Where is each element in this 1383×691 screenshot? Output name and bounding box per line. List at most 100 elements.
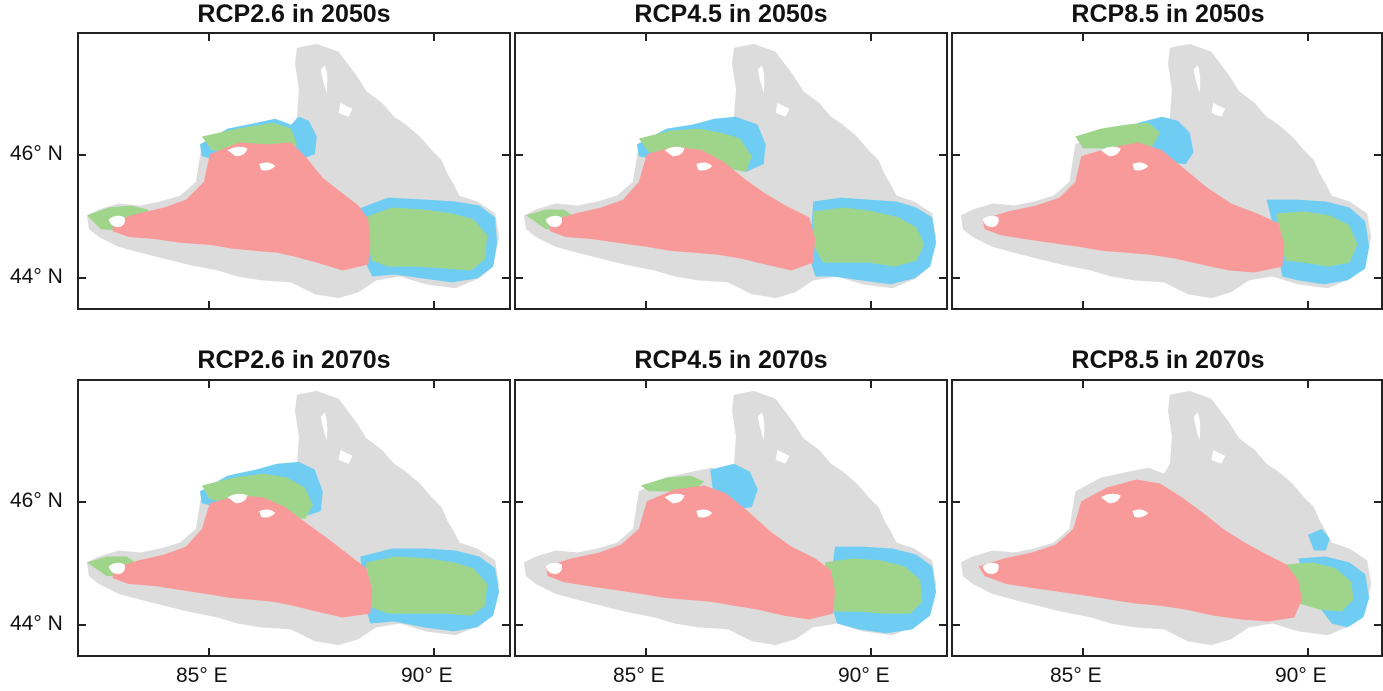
lake-hole: [259, 162, 276, 171]
lake-hole: [320, 65, 328, 94]
x-tick-label-85-col1: 85° E: [176, 664, 228, 687]
map-svg: [523, 390, 937, 646]
y-axis-tick: [939, 501, 946, 503]
x-axis-tick: [433, 301, 435, 308]
lake-hole: [1100, 146, 1121, 157]
lake-hole: [775, 102, 790, 117]
lake-hole: [108, 562, 125, 575]
map-panel-3: [951, 32, 1383, 310]
red-class-area: [112, 142, 371, 271]
lake-hole: [664, 146, 685, 157]
y-axis-tick: [1374, 624, 1381, 626]
lake-hole: [1132, 162, 1149, 171]
red-class-area: [978, 479, 1303, 622]
map-svg: [960, 43, 1372, 299]
y-axis-tick: [502, 624, 509, 626]
x-axis-tick: [645, 301, 647, 308]
lake-hole: [320, 412, 328, 441]
lake-hole: [1211, 449, 1226, 464]
red-class-area: [545, 485, 836, 620]
x-tick-label-85-col3: 85° E: [1050, 664, 1102, 687]
x-axis-tick: [1307, 301, 1309, 308]
x-axis-tick: [870, 381, 872, 388]
y-axis-tick: [953, 624, 960, 626]
lake-hole: [1132, 509, 1149, 518]
green-class-area: [640, 475, 705, 492]
lake-hole: [696, 162, 713, 171]
y-axis-tick: [79, 277, 86, 279]
panel-title-4: RCP2.6 in 2070s: [197, 346, 391, 374]
x-axis-tick: [645, 648, 647, 655]
x-axis-tick: [1307, 648, 1309, 655]
blue-class-area: [1308, 528, 1330, 551]
x-axis-tick: [870, 34, 872, 41]
green-class-area: [813, 207, 925, 267]
lake-hole: [227, 146, 248, 157]
x-axis-tick: [208, 648, 210, 655]
green-class-area: [364, 207, 488, 271]
panel-title-6: RCP8.5 in 2070s: [1071, 346, 1265, 374]
lake-hole: [696, 509, 713, 518]
lake-hole: [757, 412, 765, 441]
panel-title-1: RCP2.6 in 2050s: [197, 0, 391, 28]
lake-hole: [1211, 102, 1226, 117]
y-axis-tick: [502, 277, 509, 279]
y-axis-tick: [953, 154, 960, 156]
x-axis-tick: [208, 34, 210, 41]
green-class-area: [366, 556, 488, 616]
map-panel-2: [514, 32, 948, 310]
y-axis-tick: [516, 501, 523, 503]
x-axis-tick: [1082, 34, 1084, 41]
y-axis-tick: [939, 624, 946, 626]
lake-hole: [982, 215, 999, 228]
x-axis-tick: [1082, 381, 1084, 388]
y-axis-tick: [1374, 277, 1381, 279]
red-class-area: [112, 495, 373, 618]
y-axis-tick: [79, 501, 86, 503]
y-axis-tick: [1374, 501, 1381, 503]
lake-hole: [775, 449, 790, 464]
y-tick-label-44-row2: 44° N: [10, 612, 63, 635]
y-axis-tick: [502, 154, 509, 156]
panel-title-2: RCP4.5 in 2050s: [634, 0, 828, 28]
y-axis-tick: [939, 277, 946, 279]
y-tick-label-46-row1: 46° N: [10, 142, 63, 165]
map-panel-4: [77, 379, 511, 657]
x-axis-tick: [433, 34, 435, 41]
x-axis-tick: [1082, 648, 1084, 655]
y-axis-tick: [516, 624, 523, 626]
lake-hole: [982, 562, 999, 575]
x-tick-label-90-col2: 90° E: [838, 664, 890, 687]
red-class-area: [982, 142, 1285, 273]
map-panel-6: [951, 379, 1383, 657]
lake-hole: [259, 509, 276, 518]
lake-hole: [338, 449, 353, 464]
y-axis-tick: [79, 624, 86, 626]
x-axis-tick: [208, 381, 210, 388]
x-tick-label-90-col1: 90° E: [401, 664, 453, 687]
panel-title-3: RCP8.5 in 2050s: [1071, 0, 1265, 28]
x-axis-tick: [1307, 381, 1309, 388]
green-class-area: [1276, 211, 1358, 267]
lake-hole: [664, 493, 685, 504]
lake-hole: [1193, 412, 1201, 441]
y-axis-tick: [502, 501, 509, 503]
x-axis-tick: [645, 34, 647, 41]
x-axis-tick: [208, 301, 210, 308]
lake-hole: [1193, 65, 1201, 94]
map-svg: [86, 43, 500, 299]
y-axis-tick: [1374, 154, 1381, 156]
lake-hole: [227, 493, 248, 504]
map-svg: [86, 390, 500, 646]
lake-hole: [545, 562, 562, 575]
map-svg: [960, 390, 1372, 646]
y-axis-tick: [79, 154, 86, 156]
x-axis-tick: [433, 381, 435, 388]
x-axis-tick: [1082, 301, 1084, 308]
green-class-area: [825, 558, 923, 614]
x-axis-tick: [1307, 34, 1309, 41]
y-axis-tick: [939, 154, 946, 156]
map-svg: [523, 43, 937, 299]
y-axis-tick: [953, 277, 960, 279]
red-class-area: [549, 146, 816, 271]
